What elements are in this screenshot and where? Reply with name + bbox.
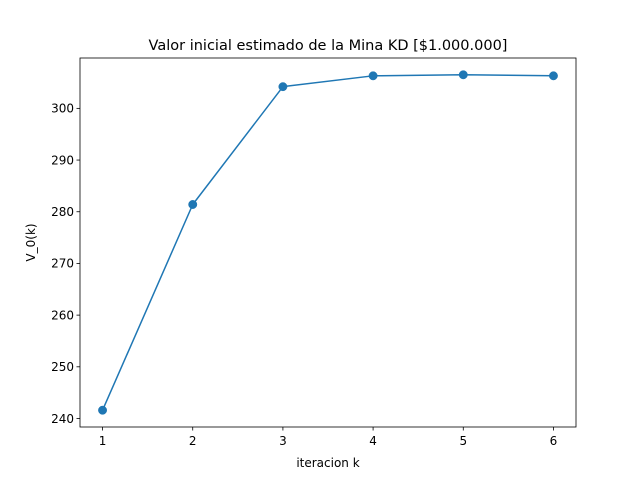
y-tick-label: 300: [51, 102, 74, 116]
x-tick-label: 1: [99, 434, 107, 448]
y-tick-label: 270: [51, 257, 74, 271]
y-tick-label: 280: [51, 205, 74, 219]
x-tick-label: 6: [550, 434, 558, 448]
data-point: [368, 71, 378, 81]
axes-frame: [79, 57, 577, 428]
data-point: [458, 70, 468, 80]
y-tick-label: 250: [51, 360, 74, 374]
data-point: [98, 405, 107, 415]
x-tick-label: 5: [459, 434, 467, 448]
x-tick-label: 3: [279, 434, 287, 448]
y-axis-label: V_0(k): [24, 223, 38, 261]
series-line: [101, 74, 554, 411]
data-point: [278, 82, 288, 92]
data-point: [188, 200, 198, 209]
data-point: [549, 71, 558, 81]
y-tick-label: 290: [51, 153, 74, 167]
x-tick-label: 4: [369, 434, 377, 448]
y-tick-label: 240: [51, 412, 74, 426]
chart-title: Valor inicial estimado de la Mina KD [$1…: [149, 38, 508, 54]
y-tick-label: 260: [51, 308, 74, 322]
x-axis-label: iteracion k: [296, 456, 359, 470]
x-tick-label: 2: [189, 434, 197, 448]
plot-area: 1 2 3 4 5 6 240 250 260 270 280 290 300: [51, 57, 577, 448]
